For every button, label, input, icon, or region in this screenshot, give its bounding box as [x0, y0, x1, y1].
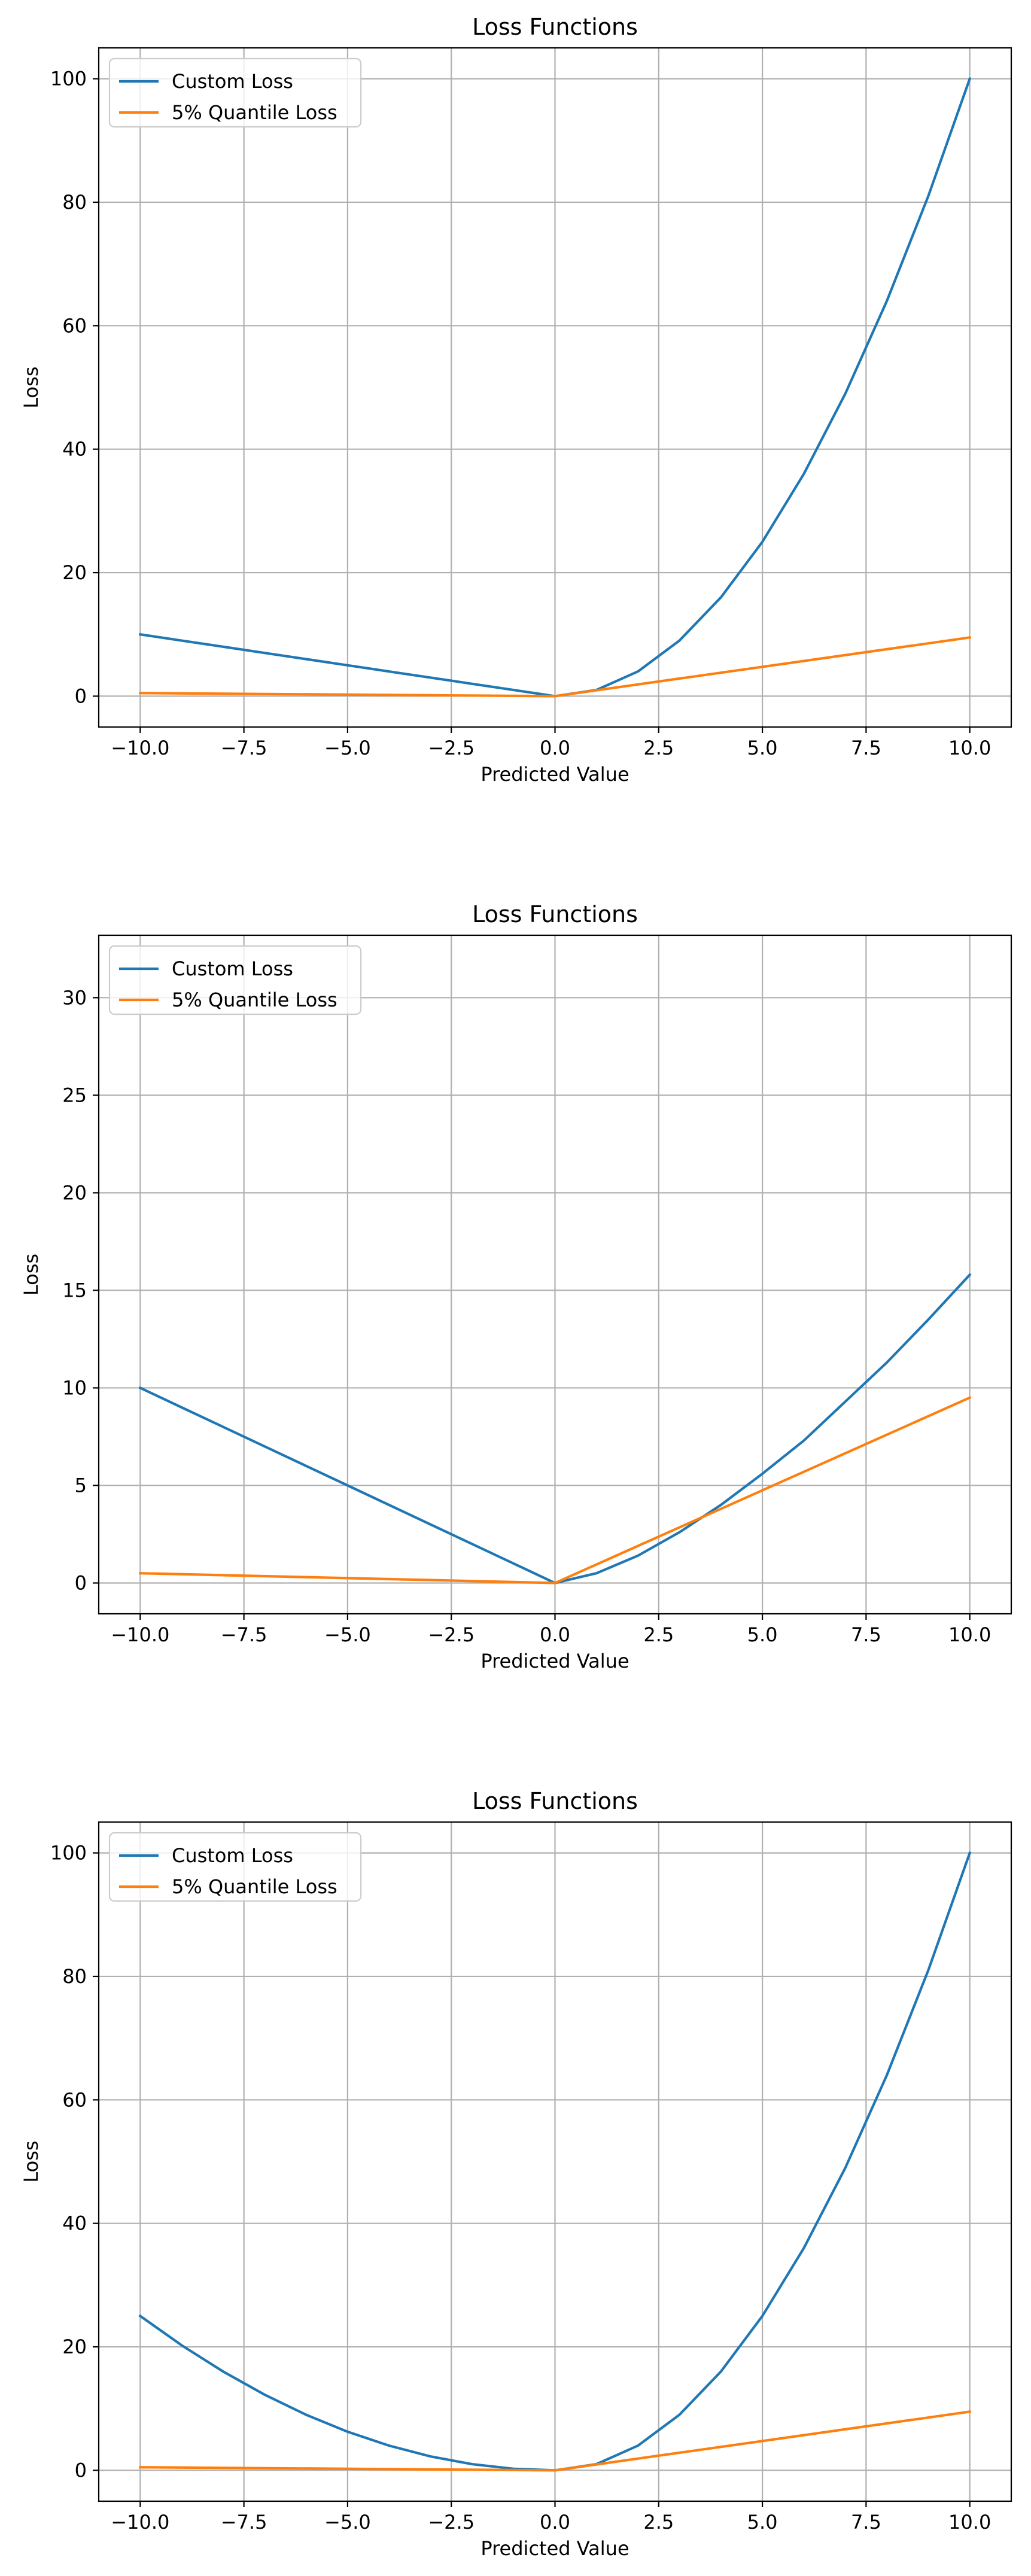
y-tick-label: 0	[75, 685, 87, 707]
chart-1: −10.0 −7.5 −5.0 −2.5 0.0 2.5 5.0 7.5 10.0 0 20 40 60…	[20, 14, 1012, 786]
legend-box	[108, 945, 362, 1015]
y-tick-label: 15	[62, 1279, 87, 1301]
x-tick-label: 7.5	[851, 2511, 881, 2534]
y-tick-label: 10	[62, 1376, 87, 1399]
y-tick-label: 100	[50, 68, 87, 90]
y-tick-label: 5	[75, 1474, 87, 1497]
x-axis-label: Predicted Value	[480, 2537, 629, 2560]
legend-label: Custom Loss	[172, 70, 293, 93]
x-tick-label: −10.0	[111, 2511, 169, 2534]
x-tick-label: −7.5	[221, 1623, 267, 1646]
series-line-quantile-loss	[139, 1395, 972, 1584]
x-tick-label: 2.5	[643, 1623, 674, 1646]
y-tick-label: 40	[62, 2212, 87, 2235]
y-tick-label: 80	[62, 191, 87, 214]
y-axis-label: Loss	[20, 2140, 42, 2182]
legend-label: 5% Quantile Loss	[172, 989, 337, 1011]
chart-title: Loss Functions	[472, 1788, 638, 1814]
x-tick-label: 5.0	[747, 737, 778, 759]
y-axis-label: Loss	[20, 1254, 42, 1295]
y-tick-label: 80	[62, 1965, 87, 1988]
x-tick-label: −2.5	[428, 2511, 475, 2534]
y-tick-label: 60	[62, 314, 87, 337]
x-tick-label: 2.5	[643, 2511, 674, 2534]
x-tick-label: −10.0	[111, 737, 169, 759]
chart-2: −10.0 −7.5 −5.0 −2.5 0.0 2.5 5.0 7.5 10.0 0 5 10 15 2…	[20, 901, 1012, 1672]
legend-box	[108, 1832, 362, 1902]
legend: Custom Loss 5% Quantile Loss	[108, 57, 362, 128]
y-tick-label: 30	[62, 986, 87, 1009]
series-line-quantile-loss	[139, 2410, 972, 2472]
legend-label: 5% Quantile Loss	[172, 101, 337, 124]
x-tick-label: 10.0	[948, 737, 991, 759]
legend-label: Custom Loss	[172, 1844, 293, 1867]
x-tick-label: 7.5	[851, 1623, 881, 1646]
legend: Custom Loss 5% Quantile Loss	[108, 1832, 362, 1902]
y-tick-label: 20	[62, 2335, 87, 2358]
legend: Custom Loss 5% Quantile Loss	[108, 945, 362, 1015]
y-tick-label: 60	[62, 2088, 87, 2111]
x-tick-label: 5.0	[747, 2511, 778, 2534]
x-tick-label: 2.5	[643, 737, 674, 759]
x-tick-label: −2.5	[428, 737, 475, 759]
chart-3: −10.0 −7.5 −5.0 −2.5 0.0 2.5 5.0 7.5 10.0 0 20 40 60…	[20, 1788, 1012, 2560]
x-axis-label: Predicted Value	[480, 763, 629, 786]
y-tick-label: 0	[75, 1571, 87, 1594]
x-tick-label: −5.0	[324, 737, 371, 759]
x-tick-label: −10.0	[111, 1623, 169, 1646]
x-tick-label: 10.0	[948, 2511, 991, 2534]
x-tick-label: 5.0	[747, 1623, 778, 1646]
x-tick-label: 0.0	[540, 737, 570, 759]
y-tick-label: 20	[62, 561, 87, 584]
y-axis-label: Loss	[20, 366, 42, 408]
y-tick-label: 40	[62, 438, 87, 461]
y-tick-label: 100	[50, 1842, 87, 1865]
y-tick-label: 25	[62, 1084, 87, 1106]
legend-label: 5% Quantile Loss	[172, 1875, 337, 1898]
y-tick-label: 20	[62, 1181, 87, 1204]
series-line-quantile-loss	[139, 636, 972, 698]
chart-title: Loss Functions	[472, 14, 638, 40]
x-tick-label: −5.0	[324, 1623, 371, 1646]
x-tick-label: 0.0	[540, 1623, 570, 1646]
x-tick-label: 0.0	[540, 2511, 570, 2534]
legend-box	[108, 57, 362, 128]
x-tick-label: 10.0	[948, 1623, 991, 1646]
x-tick-label: −5.0	[324, 2511, 371, 2534]
x-axis-label: Predicted Value	[480, 1650, 629, 1672]
x-tick-label: −7.5	[221, 2511, 267, 2534]
y-tick-label: 0	[75, 2459, 87, 2481]
chart-title: Loss Functions	[472, 901, 638, 927]
legend-label: Custom Loss	[172, 957, 293, 980]
x-tick-label: −7.5	[221, 737, 267, 759]
x-tick-label: −2.5	[428, 1623, 475, 1646]
x-tick-label: 7.5	[851, 737, 881, 759]
